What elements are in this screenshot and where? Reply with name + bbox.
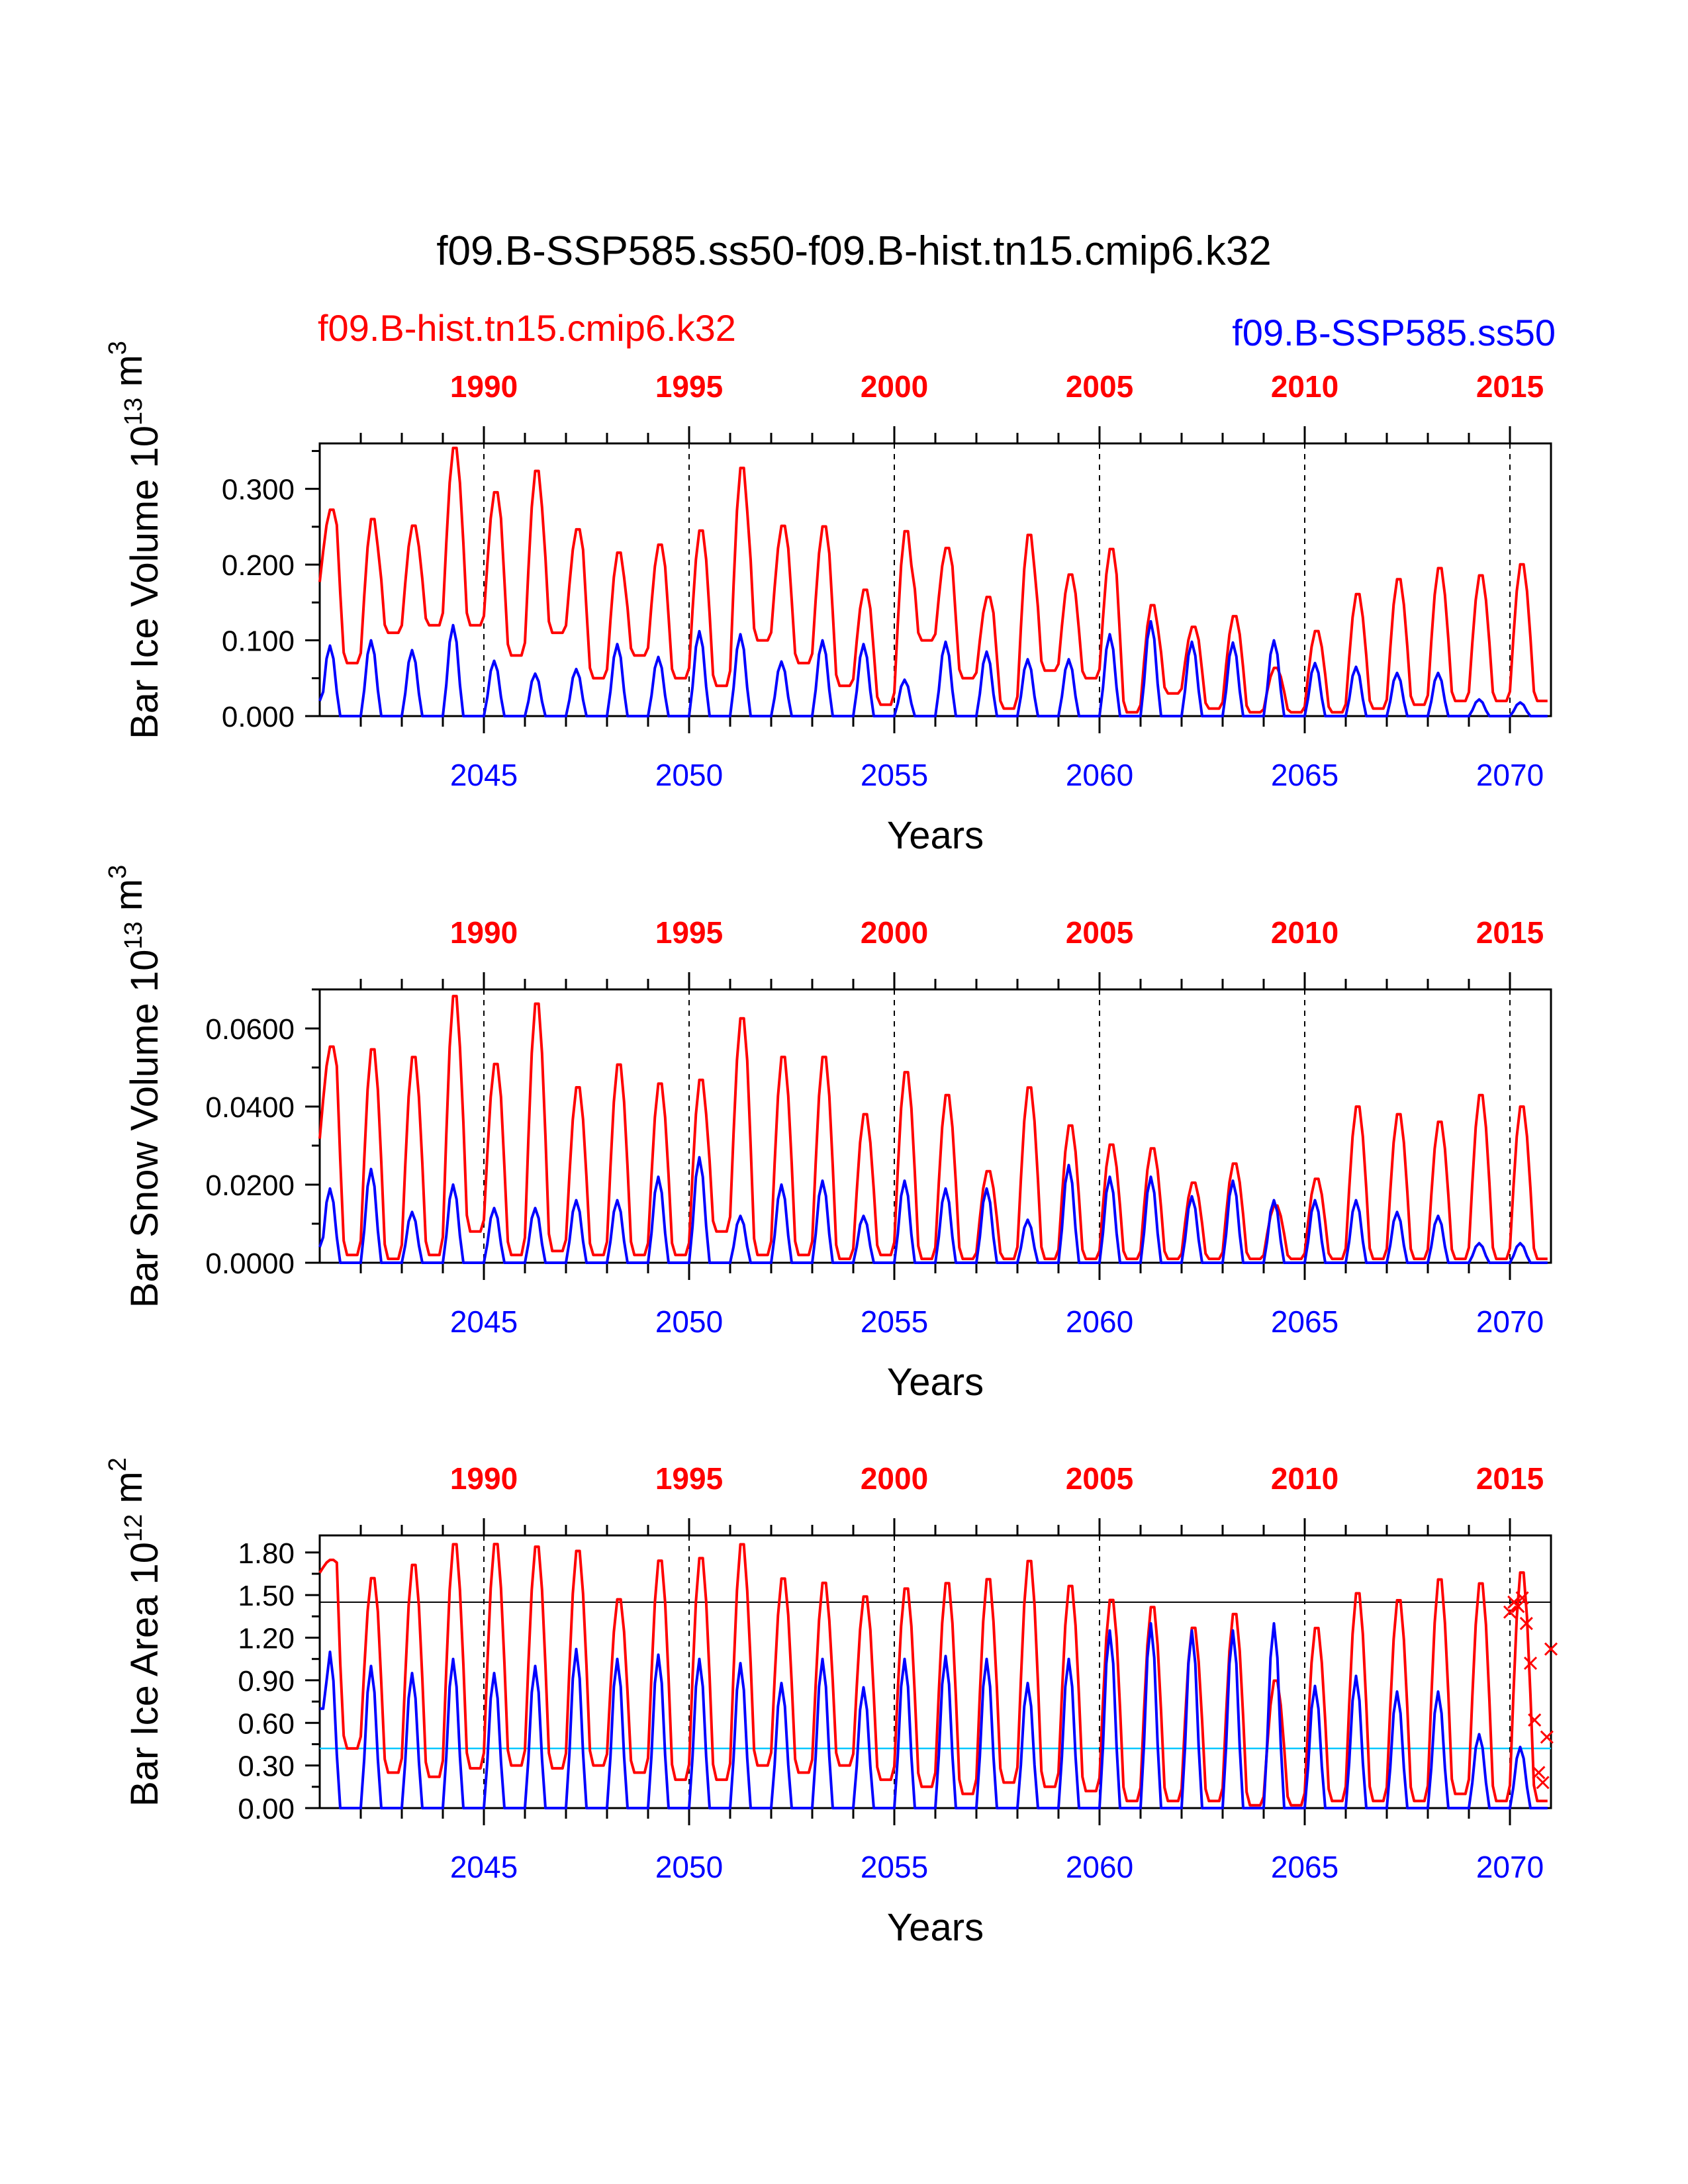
scatter-marker	[1503, 1605, 1517, 1619]
y-axis-label: Bar Snow Volume 1013 m3	[104, 865, 166, 1308]
y-tick-label: 0.60	[238, 1707, 295, 1740]
y-tick-label: 0.00	[238, 1793, 295, 1825]
y-tick-label: 0.200	[222, 549, 295, 582]
x-tick-label: 2065	[1271, 1850, 1338, 1884]
scatter-marker	[1515, 1591, 1529, 1605]
scatter-marker	[1528, 1713, 1542, 1727]
chart-panel-1: 2045 2050 2055 2060 2065 2070 1990 1995 2000 2005…	[104, 341, 1552, 857]
y-tick-label: 1.20	[238, 1623, 295, 1655]
y-tick-label: 1.50	[238, 1580, 295, 1612]
y-tick-label: 0.0000	[205, 1248, 295, 1280]
x-top-tick-label: 2005	[1066, 1461, 1133, 1496]
x-tick-label: 2070	[1476, 1304, 1544, 1339]
legend-case1: f09.B-hist.tn15.cmip6.k32	[318, 307, 736, 349]
y-tick-label: 0.30	[238, 1751, 295, 1783]
x-top-tick-label: 2000	[861, 369, 928, 404]
series-line-case2	[318, 619, 1548, 717]
x-top-tick-label: 2015	[1476, 1461, 1544, 1496]
x-tick-label: 2060	[1066, 1850, 1133, 1884]
scatter-marker	[1523, 1657, 1538, 1670]
x-tick-label: 2070	[1476, 758, 1544, 792]
x-top-tick-label: 1995	[655, 915, 723, 950]
chart-panel-3: 2045 2050 2055 2060 2065 2070 1990 1995 2000 2005…	[104, 1457, 1558, 1949]
x-top-tick-label: 2015	[1476, 369, 1544, 404]
x-tick-label: 2065	[1271, 758, 1338, 792]
x-top-tick-label: 1990	[450, 1461, 518, 1496]
y-axis-label: Bar Ice Area 1012 m2	[104, 1457, 166, 1807]
x-top-tick-label: 2000	[861, 1461, 928, 1496]
x-tick-label: 2055	[861, 1850, 928, 1884]
y-tick-label: 0.100	[222, 625, 295, 658]
x-tick-label: 2055	[861, 758, 928, 792]
scatter-marker	[1511, 1600, 1525, 1614]
series-line-case2	[318, 1156, 1548, 1264]
legend-case2: f09.B-SSP585.ss50	[1232, 312, 1556, 353]
x-top-tick-label: 1995	[655, 369, 723, 404]
y-tick-label: 0.000	[222, 701, 295, 733]
x-top-tick-label: 2010	[1271, 369, 1338, 404]
x-tick-label: 2060	[1066, 758, 1133, 792]
y-tick-label: 0.0600	[205, 1013, 295, 1046]
panels: 2045 2050 2055 2060 2065 2070 1990 1995 2000 2005…	[104, 341, 1558, 1949]
x-axis-label: Years	[887, 1361, 984, 1404]
scatter-marker	[1536, 1776, 1550, 1790]
chart-panel-2: 2045 2050 2055 2060 2065 2070 1990 1995 2000 2005…	[104, 865, 1552, 1404]
chart-title: f09.B-SSP585.ss50-f09.B-hist.tn15.cmip6.…	[436, 228, 1271, 274]
x-top-tick-label: 2010	[1271, 915, 1338, 950]
x-tick-label: 2065	[1271, 1304, 1338, 1339]
x-tick-label: 2045	[450, 1304, 518, 1339]
x-axis-label: Years	[887, 814, 984, 857]
y-tick-label: 0.90	[238, 1665, 295, 1698]
y-tick-label: 0.300	[222, 474, 295, 506]
scatter-marker	[1540, 1730, 1554, 1744]
y-tick-label: 0.0200	[205, 1169, 295, 1202]
x-top-tick-label: 1995	[655, 1461, 723, 1496]
scatter-marker	[1532, 1766, 1546, 1780]
y-axis-label: Bar Ice Volume 1013 m3	[104, 341, 166, 739]
scatter-marker	[1519, 1616, 1533, 1631]
x-axis-label: Years	[887, 1906, 984, 1949]
y-tick-label: 0.0400	[205, 1091, 295, 1124]
series-line-case2	[320, 1622, 1548, 1809]
x-tick-label: 2050	[655, 1850, 723, 1884]
x-tick-label: 2060	[1066, 1304, 1133, 1339]
plot-frame	[318, 988, 1552, 1264]
x-top-tick-label: 2010	[1271, 1461, 1338, 1496]
series-line-case1	[318, 446, 1548, 714]
y-tick-label: 1.80	[238, 1537, 295, 1570]
x-top-tick-label: 2005	[1066, 915, 1133, 950]
series-line-case1	[318, 1543, 1548, 1807]
x-tick-label: 2050	[655, 1304, 723, 1339]
x-tick-label: 2070	[1476, 1850, 1544, 1884]
x-top-tick-label: 1990	[450, 369, 518, 404]
series-line-case1	[318, 995, 1548, 1261]
x-top-tick-label: 2005	[1066, 369, 1133, 404]
x-tick-label: 2045	[450, 1850, 518, 1884]
x-top-tick-label: 2000	[861, 915, 928, 950]
x-top-tick-label: 2015	[1476, 915, 1544, 950]
x-top-tick-label: 1990	[450, 915, 518, 950]
x-tick-label: 2055	[861, 1304, 928, 1339]
scatter-marker	[1544, 1642, 1558, 1656]
x-tick-label: 2045	[450, 758, 518, 792]
x-tick-label: 2050	[655, 758, 723, 792]
